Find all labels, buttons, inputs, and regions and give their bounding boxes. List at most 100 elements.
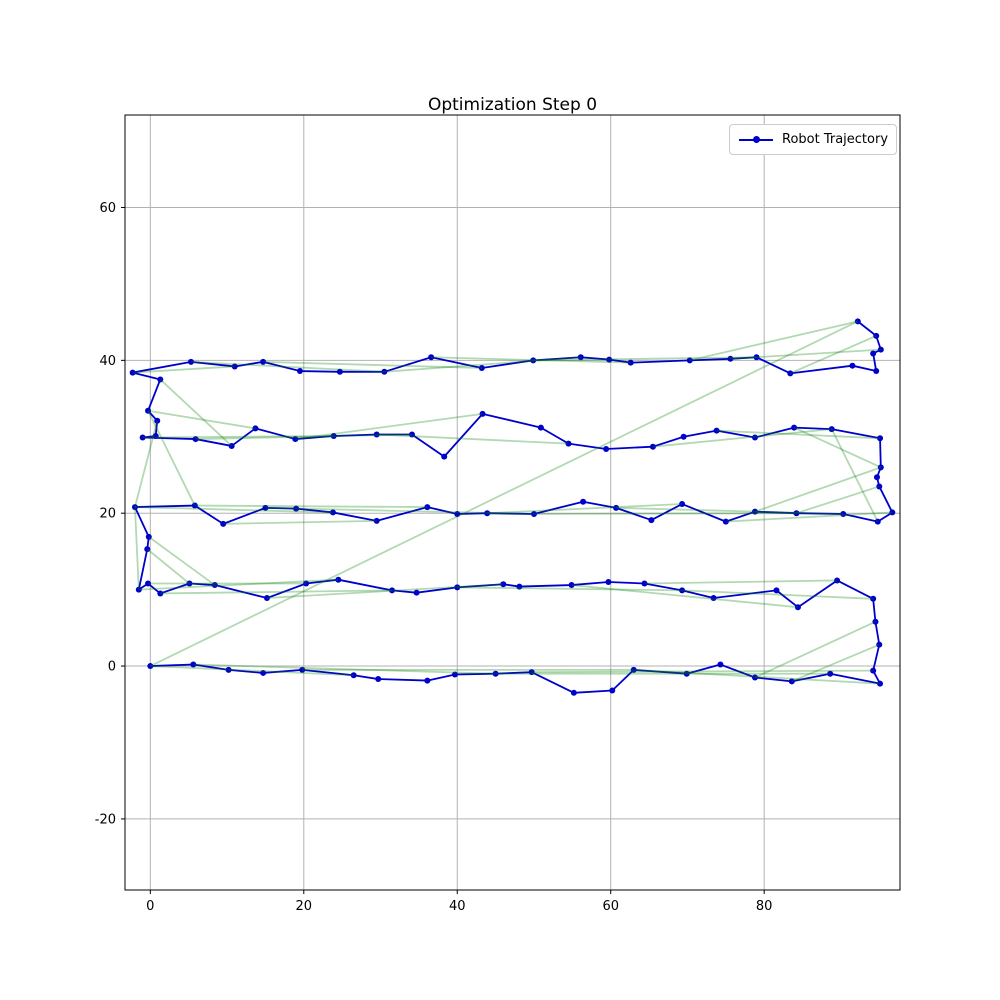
x-tick-label: 60 (602, 899, 619, 914)
trajectory-point (424, 677, 431, 684)
trajectory-point (751, 434, 758, 441)
plot-title: Optimization Step 0 (427, 95, 598, 115)
constraint-edge (134, 420, 159, 508)
trajectory-point (145, 407, 152, 414)
trajectory-point (877, 346, 884, 353)
constraint-edge (431, 356, 631, 364)
constraint-edge (190, 360, 385, 373)
trajectory-point (827, 670, 834, 677)
trajectory-point (145, 533, 152, 540)
constraint-edge (644, 579, 838, 585)
constraint-edge (160, 589, 393, 595)
trajectory-point (565, 440, 572, 447)
trajectory-point (135, 586, 142, 593)
y-tick-label: 20 (99, 507, 116, 522)
trajectory-point (139, 434, 146, 441)
constraint-edge (195, 433, 412, 440)
trajectory-point (609, 687, 616, 694)
trajectory-point (713, 427, 720, 434)
trajectory-point (260, 358, 267, 365)
trajectory-point (680, 433, 687, 440)
constraint-edge (263, 360, 482, 369)
trajectory-point (389, 587, 396, 594)
trajectory-point (854, 318, 861, 325)
trajectory-point (424, 504, 431, 511)
trajectory-point (479, 410, 486, 417)
constraint-edge (147, 409, 256, 430)
trajectory-point (849, 362, 856, 369)
trajectory-point (299, 666, 306, 673)
constraint-edge (457, 586, 683, 592)
constraint-edge (147, 410, 196, 506)
trajectory-point (441, 453, 448, 460)
trajectory-point (828, 426, 835, 433)
constraint-edge (531, 669, 874, 674)
trajectory-point (570, 689, 577, 696)
trajectory-point (873, 332, 880, 339)
constraint-edge (682, 589, 874, 600)
trajectory-point (516, 583, 523, 590)
legend-label: Robot Trajectory (782, 132, 889, 147)
trajectory-point (152, 433, 159, 440)
trajectory-point (840, 510, 847, 517)
trajectory-point (872, 618, 879, 625)
trajectory-point (478, 364, 485, 371)
trajectory-point (876, 483, 883, 490)
constraint-edge (725, 511, 893, 523)
trajectory-point (528, 669, 535, 676)
trajectory-point (679, 587, 686, 594)
trajectory-point (186, 580, 193, 587)
trajectory-point (484, 510, 491, 517)
constraint-edge (793, 426, 882, 469)
trajectory-point (454, 584, 461, 591)
trajectory-point (530, 357, 537, 364)
constraint-edge (159, 378, 233, 447)
constraint-edge (796, 485, 880, 515)
constraint-edge (149, 320, 859, 667)
trajectory-point (606, 356, 613, 363)
constraint-edge (533, 512, 797, 515)
trajectory-point (794, 604, 801, 611)
trajectory-point (717, 661, 724, 668)
trajectory-point (874, 518, 881, 525)
legend: Robot Trajectory (729, 124, 897, 155)
trajectory-point (648, 517, 655, 524)
constraint-edge (148, 536, 216, 586)
legend-line-marker-icon (739, 135, 773, 145)
trajectory-point (530, 510, 537, 517)
trajectory-point (870, 595, 877, 602)
trajectory-point (293, 505, 300, 512)
x-tick-label: 80 (756, 899, 773, 914)
trajectory-point (568, 582, 575, 589)
trajectory-point (408, 431, 415, 438)
trajectory-point (350, 672, 357, 679)
trajectory-point (330, 433, 337, 440)
trajectory-point (154, 417, 161, 424)
trajectory-point (537, 424, 544, 431)
trajectory-point (710, 595, 717, 602)
trajectory-point (492, 670, 499, 677)
trajectory-point (335, 576, 342, 583)
constraint-edge (265, 506, 535, 515)
trajectory-point (262, 504, 269, 511)
constraint-edge (754, 466, 882, 513)
trajectory-point (225, 666, 232, 673)
trajectory-point (220, 520, 227, 527)
y-tick-label: 60 (99, 201, 116, 216)
trajectory-point (336, 368, 343, 375)
trajectory-point (873, 368, 880, 375)
constraint-edge (295, 412, 483, 440)
robot-trajectory-line (131, 320, 894, 694)
constraint-edge (616, 506, 844, 515)
constraint-edge (266, 583, 504, 599)
trajectory-point (613, 504, 620, 511)
trajectory-point (889, 509, 896, 516)
trajectory-point (877, 435, 884, 442)
constraint-edge (138, 578, 339, 591)
trajectory-point (303, 580, 310, 587)
trajectory-point (876, 641, 883, 648)
trajectory-point (263, 595, 270, 602)
trajectory-point (413, 589, 420, 596)
trajectory-point (187, 358, 194, 365)
constraint-edge (384, 356, 581, 373)
